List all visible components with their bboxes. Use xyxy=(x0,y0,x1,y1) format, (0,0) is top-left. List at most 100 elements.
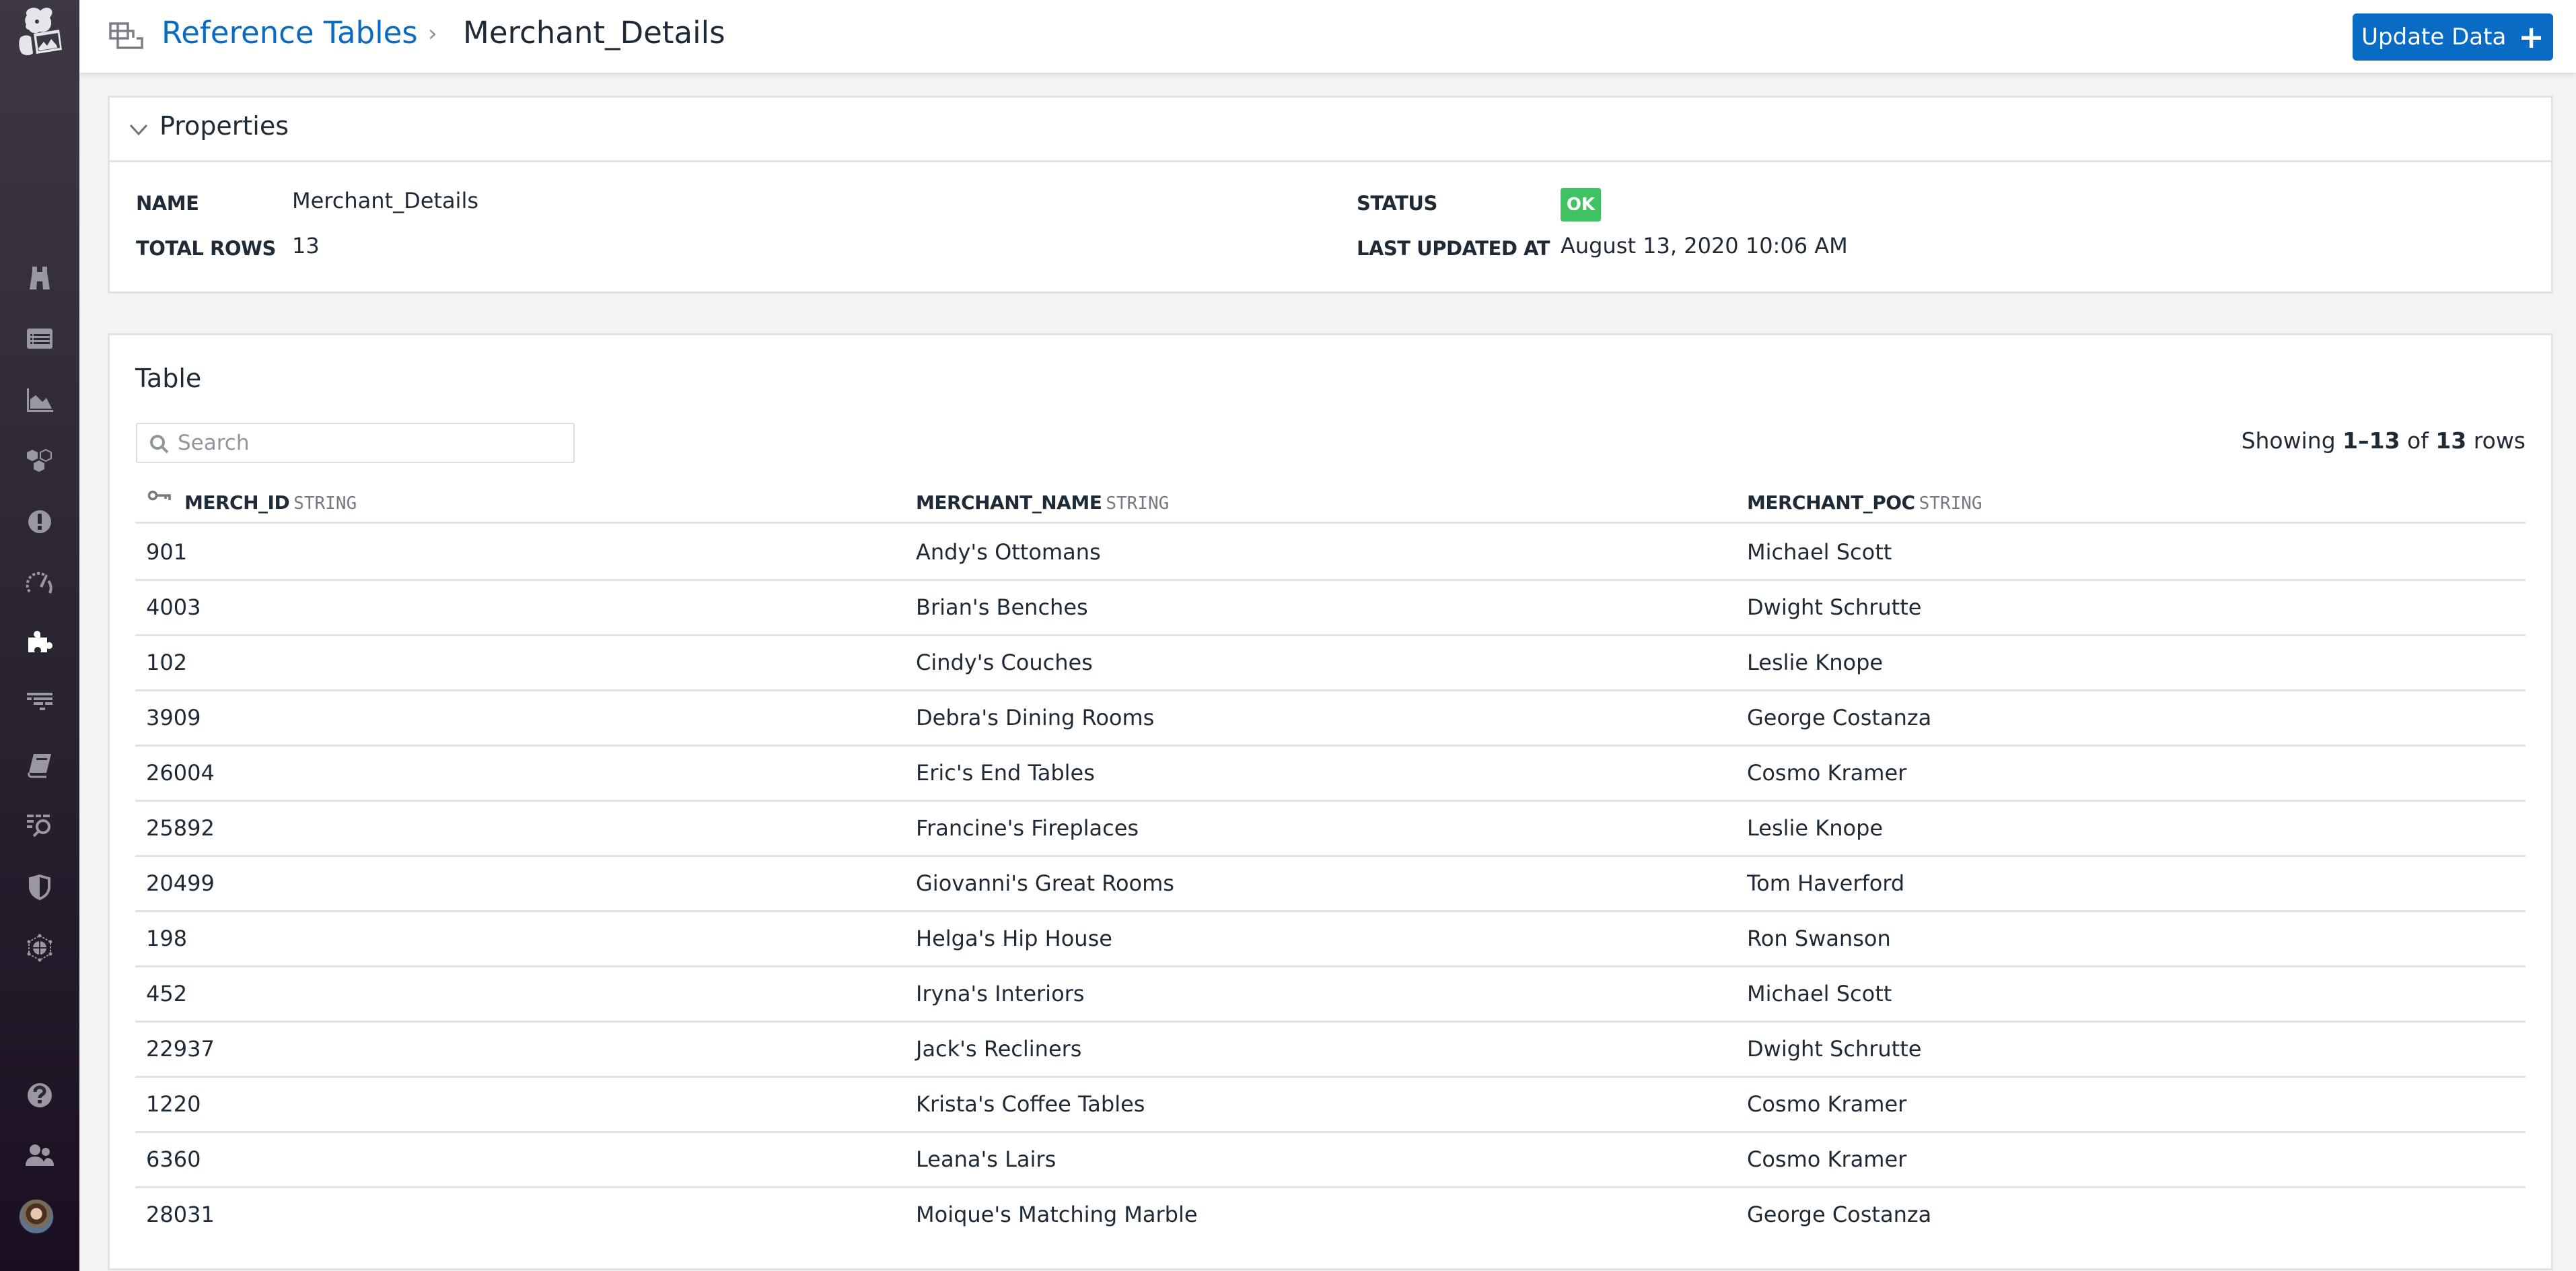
page-header: Reference Tables › Merchant_Details Upda… xyxy=(79,0,2576,73)
reference-tables-icon xyxy=(109,22,143,49)
properties-toggle[interactable]: Properties xyxy=(110,98,2551,162)
table-row: 20499 Giovanni's Great Rooms Tom Haverford xyxy=(135,857,2526,912)
sidebar-item-network[interactable] xyxy=(23,931,57,965)
help-icon xyxy=(28,1083,52,1107)
status-label: STATUS xyxy=(1357,192,1437,215)
search-input[interactable] xyxy=(178,428,561,458)
status-badge: OK xyxy=(1561,188,1601,221)
table-row: 102 Cindy's Couches Leslie Knope xyxy=(135,636,2526,691)
search-icon xyxy=(150,435,169,454)
table-row: 1220 Krista's Coffee Tables Cosmo Kramer xyxy=(135,1078,2526,1133)
notebook-icon xyxy=(28,754,51,778)
table-row: 28031 Moique's Matching Marble George Cost… xyxy=(135,1188,2526,1243)
showing-range: 1–13 xyxy=(2342,427,2400,454)
cell-merchant-poc: Michael Scott xyxy=(1747,981,1892,1006)
update-data-button[interactable]: Update Data + xyxy=(2353,13,2553,61)
datadog-logo-icon[interactable] xyxy=(15,4,65,61)
user-avatar[interactable] xyxy=(19,1199,54,1234)
column-name: MERCHANT_POC xyxy=(1747,491,1915,514)
cell-merch-id: 22937 xyxy=(146,1036,215,1062)
sidebar-item-events[interactable] xyxy=(23,322,57,355)
last-updated-value: August 13, 2020 10:06 AM xyxy=(1561,233,1848,259)
column-type: STRING xyxy=(1106,493,1170,514)
cell-merchant-name: Giovanni's Great Rooms xyxy=(916,870,1174,896)
sidebar-item-dashboards[interactable] xyxy=(23,383,57,417)
table-row: 3909 Debra's Dining Rooms George Costanza xyxy=(135,691,2526,747)
showing-prefix: Showing xyxy=(2241,427,2336,454)
cell-merchant-poc: Cosmo Kramer xyxy=(1747,1146,1907,1172)
column-type: STRING xyxy=(293,493,357,514)
sidebar-item-infrastructure[interactable] xyxy=(23,444,57,478)
cell-merch-id: 26004 xyxy=(146,760,215,786)
cell-merch-id: 25892 xyxy=(146,815,215,841)
sidebar-item-notebooks[interactable] xyxy=(23,749,57,782)
alert-icon xyxy=(28,510,51,533)
showing-suffix: rows xyxy=(2473,427,2526,454)
table-row: 25892 Francine's Fireplaces Leslie Knope xyxy=(135,802,2526,857)
binoculars-icon xyxy=(30,267,50,289)
cell-merchant-poc: Cosmo Kramer xyxy=(1747,760,1907,786)
table-row: 452 Iryna's Interiors Michael Scott xyxy=(135,967,2526,1023)
sidebar-item-help[interactable] xyxy=(23,1078,57,1112)
row-count-summary: Showing 1–13 of 13 rows xyxy=(2242,427,2526,454)
cell-merch-id: 452 xyxy=(146,981,188,1006)
breadcrumb-separator: › xyxy=(428,20,437,47)
cell-merchant-name: Iryna's Interiors xyxy=(916,981,1085,1006)
name-label: NAME xyxy=(136,192,199,215)
shield-icon xyxy=(29,874,50,901)
sidebar-item-team[interactable] xyxy=(23,1139,57,1173)
gauge-icon xyxy=(26,572,52,594)
sidebar-item-security[interactable] xyxy=(23,870,57,904)
cell-merchant-poc: George Costanza xyxy=(1747,1202,1932,1227)
cell-merch-id: 3909 xyxy=(146,705,201,730)
cell-merch-id: 20499 xyxy=(146,870,215,896)
column-header-merchant-poc[interactable]: MERCHANT_POC STRING xyxy=(1747,491,1982,514)
sidebar-item-logs[interactable] xyxy=(23,809,57,843)
cell-merchant-name: Eric's End Tables xyxy=(916,760,1095,786)
sidebar xyxy=(0,0,79,1271)
update-data-label: Update Data xyxy=(2361,24,2507,50)
breadcrumb-reference-tables-link[interactable]: Reference Tables xyxy=(162,15,418,50)
table-panel: Table Showing 1–13 of 13 rows MERCH_IDST… xyxy=(108,333,2553,1270)
sidebar-item-watchdog[interactable] xyxy=(23,261,57,295)
cell-merchant-poc: Michael Scott xyxy=(1747,539,1892,565)
cell-merchant-poc: Dwight Schrutte xyxy=(1747,594,1922,620)
cell-merchant-name: Helga's Hip House xyxy=(916,926,1112,951)
last-updated-label: LAST UPDATED AT xyxy=(1357,237,1550,260)
cell-merch-id: 1220 xyxy=(146,1091,201,1117)
cell-merchant-poc: George Costanza xyxy=(1747,705,1932,730)
properties-title: Properties xyxy=(159,111,289,141)
cell-merchant-name: Cindy's Couches xyxy=(916,650,1093,675)
cell-merch-id: 102 xyxy=(146,650,188,675)
sidebar-item-apm[interactable] xyxy=(23,687,57,721)
table-row: 6360 Leana's Lairs Cosmo Kramer xyxy=(135,1133,2526,1188)
cell-merchant-name: Francine's Fireplaces xyxy=(916,815,1139,841)
cell-merchant-name: Jack's Recliners xyxy=(916,1036,1082,1062)
table-row: 198 Helga's Hip House Ron Swanson xyxy=(135,912,2526,967)
cell-merchant-name: Debra's Dining Rooms xyxy=(916,705,1155,730)
sidebar-item-metrics[interactable] xyxy=(23,566,57,600)
primary-key-icon xyxy=(147,490,171,501)
cell-merchant-poc: Tom Haverford xyxy=(1747,870,1905,896)
cell-merchant-poc: Ron Swanson xyxy=(1747,926,1891,951)
sidebar-item-monitors[interactable] xyxy=(23,505,57,539)
cell-merch-id: 28031 xyxy=(146,1202,215,1227)
table-body: 901 Andy's Ottomans Michael Scott 4003 Bria… xyxy=(135,526,2526,1243)
search-field[interactable] xyxy=(136,423,575,463)
cell-merchant-poc: Leslie Knope xyxy=(1747,815,1884,841)
name-value: Merchant_Details xyxy=(292,188,478,213)
table-row: 22937 Jack's Recliners Dwight Schrutte xyxy=(135,1023,2526,1078)
funnel-icon xyxy=(27,693,52,710)
list-icon xyxy=(27,329,52,349)
column-header-merchant-name[interactable]: MERCHANT_NAME STRING xyxy=(916,491,1169,514)
sidebar-item-integrations[interactable] xyxy=(23,627,57,660)
table-row: 26004 Eric's End Tables Cosmo Kramer xyxy=(135,747,2526,802)
cell-merchant-name: Brian's Benches xyxy=(916,594,1088,620)
team-icon xyxy=(26,1144,54,1166)
column-type: STRING xyxy=(1919,493,1982,514)
area-chart-icon xyxy=(27,388,53,412)
chevron-down-icon xyxy=(129,124,148,136)
plus-icon: + xyxy=(2518,19,2544,55)
hexagons-icon xyxy=(27,448,52,472)
column-header-merch-id[interactable]: MERCH_ID STRING xyxy=(184,491,357,514)
